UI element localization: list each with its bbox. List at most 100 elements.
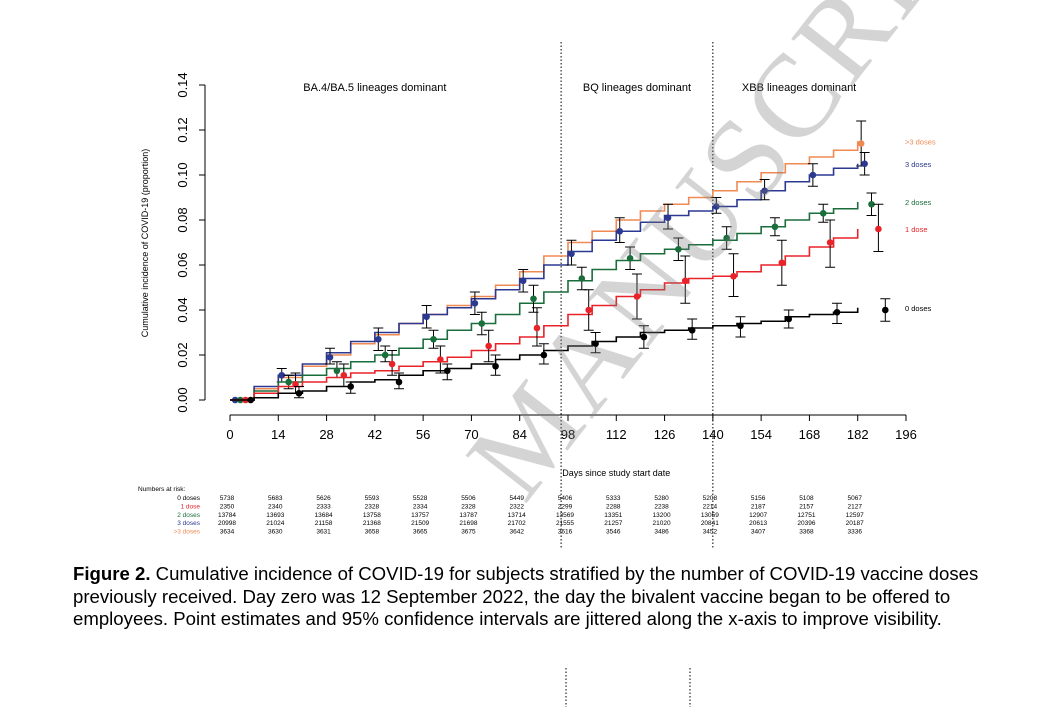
data-point [761, 187, 768, 195]
series-label: 0 doses [905, 304, 932, 313]
risk-cell: 5333 [606, 495, 621, 502]
series-label: 2 doses [905, 198, 932, 207]
risk-cell: 3631 [316, 529, 331, 536]
data-point [326, 353, 334, 361]
y-tick-label: 0.04 [175, 297, 190, 322]
risk-cell: 5683 [268, 495, 283, 502]
data-point [819, 209, 827, 217]
period-label: BQ lineages dominant [583, 82, 691, 94]
data-point [540, 351, 548, 359]
data-point [423, 313, 430, 321]
risk-cell: 20613 [749, 520, 767, 527]
risk-cell: 3452 [703, 529, 718, 536]
risk-cell: 13351 [604, 512, 622, 519]
risk-cell: 5156 [751, 495, 766, 502]
x-tick-label: 168 [799, 427, 821, 442]
risk-cell: 5528 [413, 495, 428, 502]
data-point [633, 293, 641, 300]
risk-cell: 5406 [558, 495, 573, 502]
risk-row-label: 1 dose [180, 503, 200, 510]
data-point [519, 277, 527, 285]
risk-cell: 2214 [703, 503, 718, 510]
data-point [664, 214, 672, 222]
caption-label: Figure 2. [73, 563, 151, 584]
period-label: XBB lineages dominant [742, 82, 856, 94]
risk-cell: 3658 [365, 529, 380, 536]
risk-row-label: 0 doses [177, 495, 201, 502]
data-point [616, 227, 624, 235]
risk-cell: 13684 [315, 512, 333, 519]
data-point [568, 250, 575, 258]
risk-cell: 2187 [751, 503, 766, 510]
risk-cell: 5208 [703, 495, 718, 502]
risk-cell: 3630 [268, 529, 283, 536]
risk-cell: 2340 [268, 503, 283, 510]
y-tick-label: 0.02 [175, 342, 190, 367]
risk-cell: 12597 [846, 512, 864, 519]
data-point [861, 160, 868, 168]
data-point [723, 234, 730, 242]
risk-cell: 13784 [218, 512, 236, 519]
risk-cell: 3407 [751, 529, 766, 536]
data-point [868, 200, 875, 208]
y-tick-label: 0.12 [175, 117, 190, 142]
risk-cell: 20187 [846, 520, 864, 527]
data-point [578, 275, 586, 282]
risk-cell: 5593 [365, 495, 380, 502]
data-point [809, 171, 817, 179]
data-point [478, 320, 486, 327]
risk-row-label: 3 doses [177, 520, 201, 527]
x-tick-label: 84 [512, 427, 526, 442]
data-point [688, 326, 696, 334]
data-point [533, 324, 541, 332]
data-point [713, 203, 720, 210]
x-tick-label: 126 [654, 427, 676, 442]
data-point [585, 306, 592, 314]
series-label: 3 doses [905, 160, 932, 169]
risk-cell: 2299 [558, 503, 573, 510]
risk-cell: 12751 [797, 512, 815, 519]
risk-cell: 13787 [459, 512, 477, 519]
risk-cell: 5626 [316, 495, 331, 502]
risk-cell: 3675 [461, 529, 476, 536]
x-tick-label: 0 [226, 427, 233, 442]
x-tick-label: 14 [271, 427, 285, 442]
risk-cell: 20396 [797, 520, 815, 527]
risk-cell: 21368 [363, 520, 381, 527]
data-point [833, 308, 841, 316]
risk-cell: 5067 [847, 495, 862, 502]
risk-cell: 5506 [461, 495, 476, 502]
x-tick-label: 28 [319, 427, 333, 442]
risk-cell: 2322 [509, 503, 524, 510]
risk-cell: 3665 [413, 529, 428, 536]
risk-cell: 2334 [413, 503, 428, 510]
data-point [875, 225, 882, 233]
caption-text: Cumulative incidence of COVID-19 for sub… [73, 563, 979, 629]
x-tick-label: 42 [368, 427, 382, 442]
risk-cell: 3546 [606, 529, 621, 536]
risk-cell: 13200 [653, 512, 671, 519]
period-label: BA.4/BA.5 lineages dominant [303, 82, 446, 94]
data-point [430, 335, 437, 343]
risk-cell: 5280 [654, 495, 669, 502]
x-tick-label: 196 [895, 427, 917, 442]
data-point [530, 295, 537, 303]
risk-cell: 2127 [847, 503, 862, 510]
data-point [857, 140, 865, 147]
data-point [675, 245, 682, 253]
risk-cell: 2157 [799, 503, 814, 510]
data-point [381, 351, 389, 359]
data-point [737, 322, 744, 330]
figure-caption: Figure 2. Cumulative incidence of COVID-… [73, 563, 1003, 631]
data-point [592, 340, 599, 348]
data-point [826, 239, 834, 246]
risk-cell: 13693 [266, 512, 284, 519]
risk-cell: 21024 [266, 520, 284, 527]
data-point [247, 396, 254, 404]
risk-cell: 13059 [701, 512, 719, 519]
data-point [471, 299, 479, 307]
data-point [347, 383, 355, 390]
data-point [626, 254, 634, 262]
